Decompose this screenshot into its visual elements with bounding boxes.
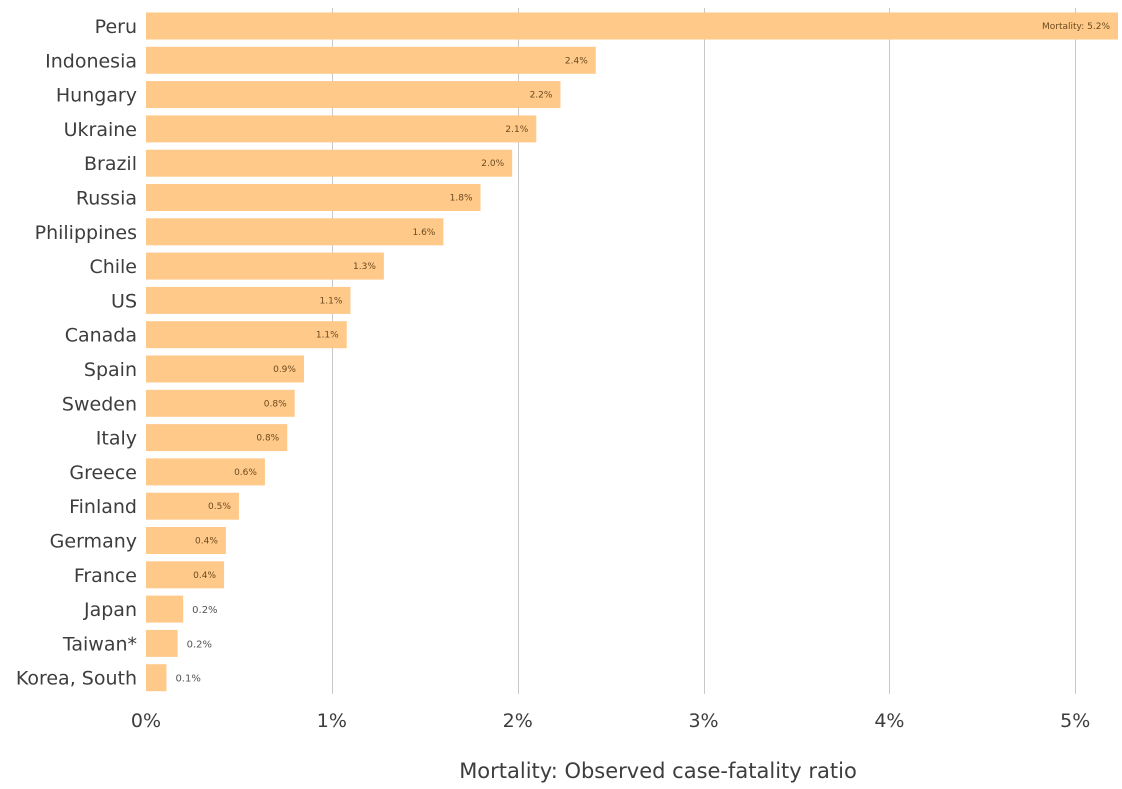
- bar: [146, 527, 226, 554]
- bar: [146, 492, 239, 520]
- category-label: Taiwan*: [62, 633, 137, 655]
- value-labels: Mortality: 5.2% 2.4% 2.2% 2.1% 2.0% 1.8% 1.6% 1…: [175, 22, 1110, 685]
- value-label: 1.1%: [316, 331, 339, 341]
- category-label: Canada: [65, 325, 137, 347]
- category-label: Germany: [50, 531, 137, 553]
- bar: [146, 321, 347, 349]
- category-label: Russia: [76, 188, 137, 210]
- bar: [146, 149, 513, 177]
- bar: [146, 561, 225, 589]
- value-label: 1.3%: [353, 262, 376, 272]
- category-label: Spain: [84, 359, 137, 381]
- category-label: Chile: [89, 256, 137, 278]
- bar: [146, 184, 481, 211]
- value-label: 1.8%: [450, 194, 473, 204]
- category-label: Ukraine: [64, 119, 137, 141]
- value-label: 0.2%: [192, 605, 217, 616]
- category-label: Sweden: [62, 393, 137, 415]
- bar: [146, 458, 265, 486]
- bar: [146, 389, 295, 417]
- value-label: 0.2%: [187, 639, 212, 650]
- bar: [146, 664, 167, 692]
- x-tick-label: 3%: [688, 710, 718, 732]
- value-label: 0.4%: [195, 537, 218, 547]
- category-label: Greece: [69, 462, 137, 484]
- category-label: Japan: [83, 599, 137, 621]
- value-label: Mortality: 5.2%: [1042, 22, 1110, 32]
- bar: [146, 115, 537, 143]
- x-axis-ticks: 0% 1% 2% 3% 4% 5%: [131, 710, 1090, 732]
- category-labels: Peru Indonesia Hungary Ukraine Brazil Russia P…: [16, 16, 137, 690]
- category-label: Peru: [95, 16, 137, 38]
- value-label: 1.6%: [412, 228, 435, 238]
- value-label: 2.4%: [565, 56, 588, 66]
- x-tick-label: 1%: [317, 710, 347, 732]
- bar: [146, 424, 288, 452]
- value-label: 0.1%: [175, 674, 200, 685]
- category-label: France: [74, 565, 137, 587]
- bar: [146, 629, 178, 657]
- value-label: 0.4%: [193, 571, 216, 581]
- bar: [146, 595, 184, 623]
- value-label: 1.1%: [320, 296, 343, 306]
- value-label: 0.9%: [273, 365, 296, 375]
- bar: [146, 286, 351, 314]
- x-tick-label: 2%: [503, 710, 533, 732]
- bars: [146, 12, 1118, 692]
- value-label: 0.8%: [256, 434, 279, 444]
- value-label: 0.8%: [264, 399, 287, 409]
- bar: [146, 81, 561, 109]
- category-label: Hungary: [56, 85, 137, 107]
- value-label: 0.6%: [234, 468, 257, 478]
- x-tick-label: 4%: [874, 710, 904, 732]
- bar: [146, 46, 596, 74]
- category-label: Indonesia: [45, 50, 137, 72]
- bar: [146, 252, 384, 280]
- gridlines: [332, 8, 1076, 694]
- category-label: Finland: [69, 496, 137, 518]
- x-tick-label: 5%: [1060, 710, 1090, 732]
- x-tick-label: 0%: [131, 710, 161, 732]
- value-label: 2.1%: [505, 125, 528, 135]
- bar: [146, 355, 304, 383]
- bar: [146, 12, 1118, 40]
- bar: [146, 218, 444, 246]
- category-label: US: [111, 290, 137, 312]
- x-axis-title: Mortality: Observed case-fatality ratio: [459, 759, 857, 783]
- value-label: 2.0%: [481, 159, 504, 169]
- value-label: 0.5%: [208, 502, 231, 512]
- category-label: Korea, South: [16, 668, 137, 690]
- category-label: Philippines: [35, 222, 137, 244]
- category-label: Brazil: [84, 153, 137, 175]
- category-label: Italy: [96, 428, 137, 450]
- value-label: 2.2%: [530, 91, 553, 101]
